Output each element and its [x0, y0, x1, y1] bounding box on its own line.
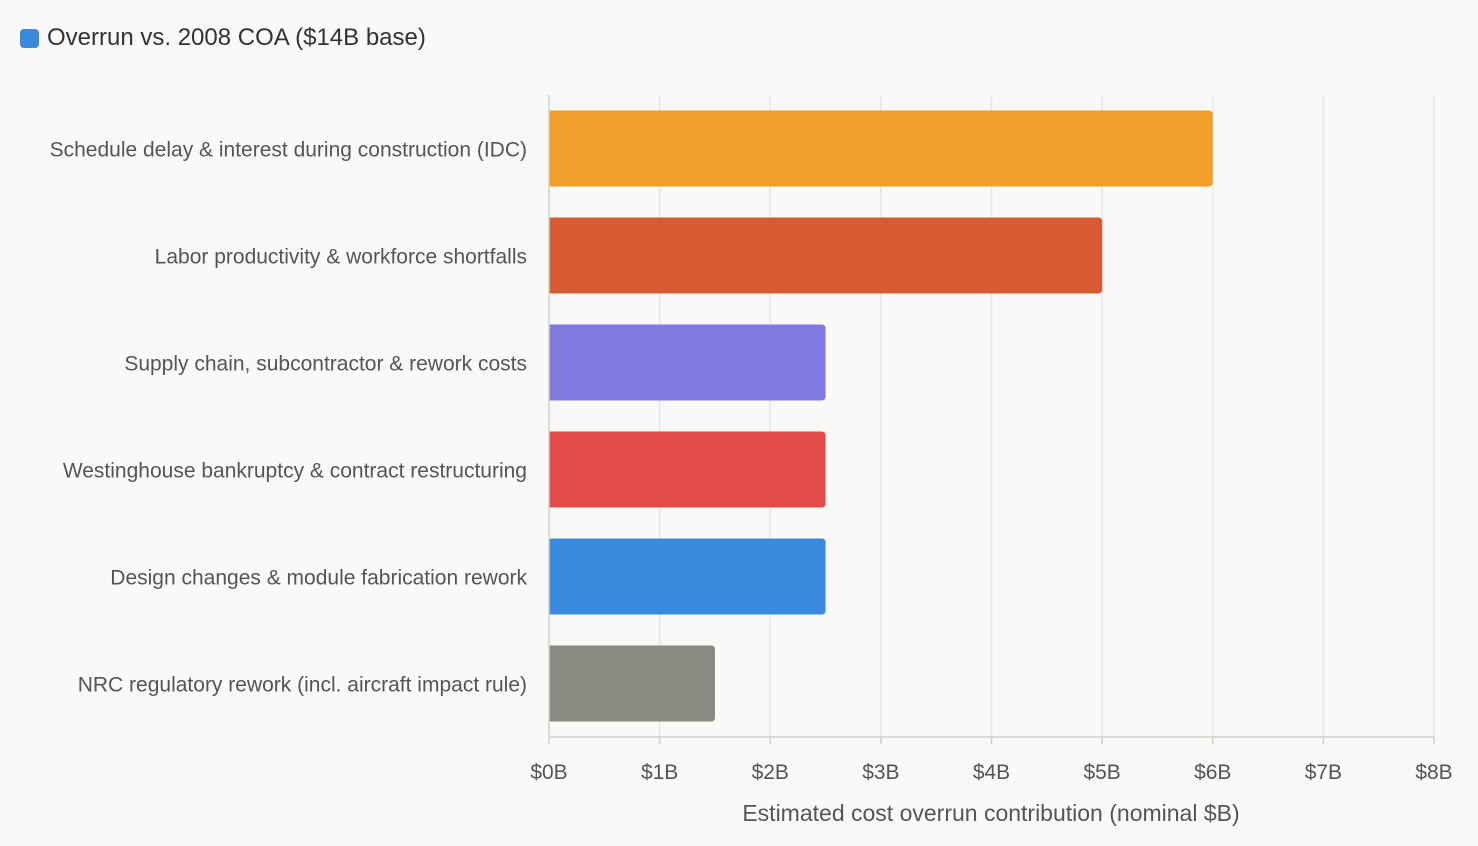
legend-label[interactable]: Overrun vs. 2008 COA ($14B base): [47, 24, 426, 51]
bar[interactable]: [549, 324, 826, 401]
category-label: Westinghouse bankruptcy & contract restr…: [63, 460, 527, 483]
category-label: Labor productivity & workforce shortfall…: [155, 246, 527, 269]
category-label: NRC regulatory rework (incl. aircraft im…: [78, 674, 527, 697]
x-tick-label: $6B: [1194, 761, 1231, 784]
x-tick-label: $7B: [1305, 761, 1342, 784]
x-tick-label: $2B: [752, 761, 789, 784]
x-tick-label: $4B: [973, 761, 1010, 784]
x-tick-label: $3B: [862, 761, 899, 784]
bar[interactable]: [549, 217, 1103, 294]
x-tick-label: $5B: [1083, 761, 1120, 784]
bar[interactable]: [549, 110, 1213, 187]
x-tick-label: $0B: [530, 761, 567, 784]
bar[interactable]: [549, 431, 826, 508]
x-axis-title: Estimated cost overrun contribution (nom…: [742, 800, 1239, 826]
bar[interactable]: [549, 645, 715, 722]
grid-lines: [658, 95, 1435, 737]
legend: Overrun vs. 2008 COA ($14B base): [20, 24, 426, 52]
axes: $0B $1B $2B $3B $4B $5B $6B $7B $8B: [530, 95, 1453, 784]
legend-swatch[interactable]: [20, 28, 39, 48]
category-label: Schedule delay & interest during constru…: [50, 139, 527, 162]
x-tick-label: $1B: [641, 761, 678, 784]
bar[interactable]: [549, 538, 826, 615]
x-tick-label: $8B: [1415, 761, 1452, 784]
bars: [549, 110, 1213, 722]
category-labels: Schedule delay & interest during constru…: [50, 139, 528, 697]
category-label: Supply chain, subcontractor & rework cos…: [124, 353, 527, 376]
category-label: Design changes & module fabrication rewo…: [110, 567, 527, 590]
